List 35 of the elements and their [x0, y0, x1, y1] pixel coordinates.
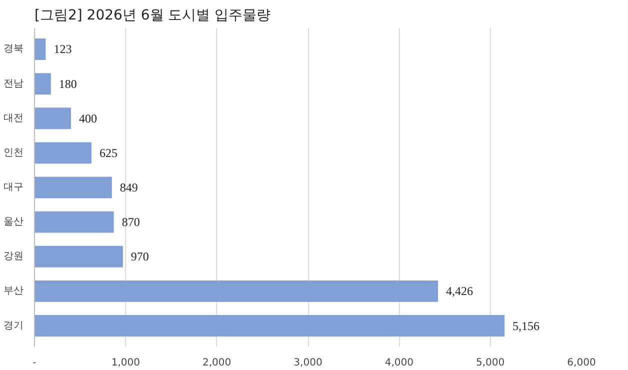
data-label: 5,156: [512, 318, 540, 333]
y-tick-label: 강원: [4, 251, 24, 262]
x-tick-label: -: [32, 358, 37, 368]
y-tick-label: 경기: [4, 320, 24, 332]
data-label: 970: [130, 250, 149, 264]
data-label: 625: [99, 146, 118, 160]
y-tick-label: 대구: [4, 182, 24, 193]
bar: [34, 280, 438, 302]
bar: [34, 73, 51, 95]
x-tick-label: 3,000: [294, 358, 322, 368]
data-label: 180: [58, 76, 77, 91]
y-tick-label: 대전: [4, 112, 24, 124]
bar: [34, 108, 71, 130]
x-tick-label: 5,000: [476, 358, 505, 368]
y-tick-label: 경북: [4, 44, 24, 55]
y-tick-label: 부산: [4, 286, 24, 297]
y-tick-label: 울산: [4, 216, 24, 228]
data-label: 123: [54, 42, 72, 56]
data-label: 849: [120, 180, 138, 194]
y-tick-label: 전남: [4, 78, 24, 90]
bar: [34, 315, 505, 336]
chart-title: [그림2] 2026년 6월 도시별 입주물량: [34, 8, 271, 24]
data-label: 400: [78, 111, 97, 126]
bar: [34, 211, 114, 233]
bar: [34, 246, 123, 268]
x-tick-label: 2,000: [202, 358, 232, 368]
x-tick-label: 1,000: [111, 358, 140, 368]
bar: [34, 38, 46, 60]
data-label: 870: [122, 215, 140, 230]
y-tick-label: 인천: [4, 147, 24, 158]
bar: [34, 142, 92, 164]
x-tick-label: 4,000: [384, 358, 414, 368]
x-tick-label: 6,000: [567, 358, 596, 368]
data-label: 4,426: [446, 284, 474, 298]
bar: [34, 176, 112, 198]
